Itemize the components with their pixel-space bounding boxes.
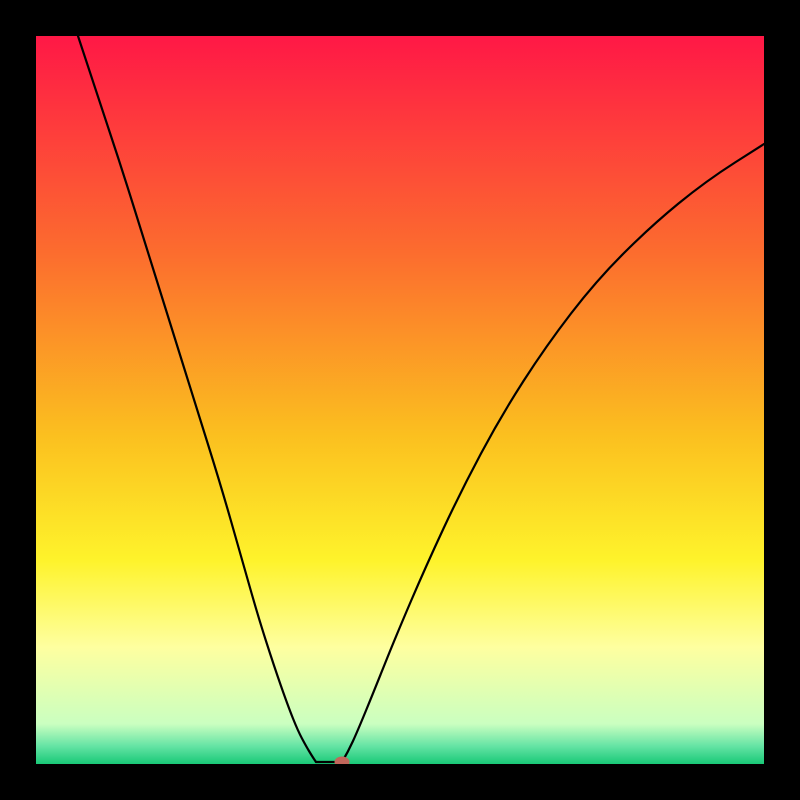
border-bottom [0, 764, 800, 800]
border-left [0, 0, 36, 800]
border-right [764, 0, 800, 800]
curve-layer [36, 36, 764, 764]
optimum-marker [335, 757, 349, 764]
plot-area [36, 36, 764, 764]
curve-left-branch [78, 36, 316, 762]
curve-right-branch [342, 144, 764, 762]
chart-frame: TheBottleneck.com [0, 0, 800, 800]
border-top [0, 0, 800, 36]
